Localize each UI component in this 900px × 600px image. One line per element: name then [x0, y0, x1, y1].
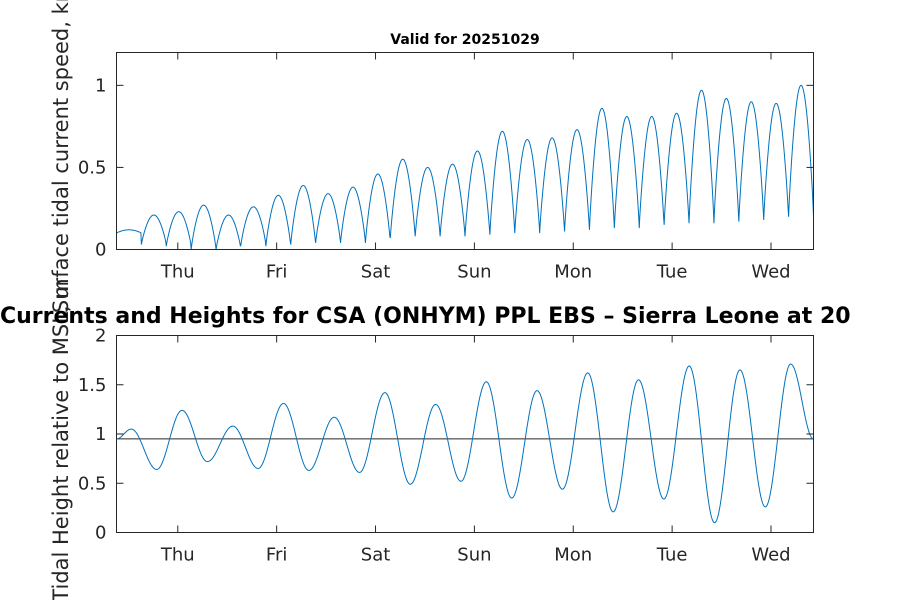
x-tick-label: Sat [361, 262, 391, 283]
y-tick-label: 0 [95, 240, 106, 261]
chart-title: Currents and Heights for CSA (ONHYM) PPL… [0, 304, 851, 329]
y-tick-label: 1 [95, 424, 106, 445]
y-axis-label: Tidal Height relative to MSL, m [49, 278, 73, 600]
x-tick-label: Sun [457, 545, 491, 566]
x-tick-label: Wed [751, 262, 790, 283]
y-tick-label: 0 [95, 523, 106, 544]
tidal-height-series [116, 363, 814, 524]
x-axis-tick-labels: Thu Fri Sat Sun Mon Tue Wed [160, 262, 791, 283]
current-speed-series [116, 84, 814, 250]
y-tick-label: 0.5 [78, 473, 107, 494]
x-tick-label: Mon [554, 545, 592, 566]
y-tick-label: 2 [95, 326, 106, 347]
x-tick-label: Fri [266, 262, 287, 283]
y-tick-label: 0.5 [78, 157, 107, 178]
x-tick-label: Tue [656, 262, 688, 283]
x-axis-tick-labels: Thu Fri Sat Sun Mon Tue Wed [160, 545, 791, 566]
x-tick-label: Fri [266, 545, 287, 566]
x-tick-label: Sun [457, 262, 491, 283]
axis-ticks [116, 52, 814, 250]
x-tick-label: Sat [361, 545, 391, 566]
y-tick-label: 1 [95, 75, 106, 96]
y-axis-tick-labels: 00.51 [78, 75, 107, 260]
y-tick-label: 1.5 [78, 375, 107, 396]
axis-ticks [116, 335, 814, 533]
x-tick-label: Tue [656, 545, 688, 566]
x-tick-label: Mon [554, 262, 592, 283]
x-tick-label: Wed [751, 545, 790, 566]
x-tick-label: Thu [160, 262, 195, 283]
y-axis-label: Surface tidal current speed, kn [49, 0, 73, 313]
tidal-height-chart: 0 0.5 1 1.5 2 Thu Fri Sat Sun Mon Tue Wed Tidal He… [0, 278, 851, 600]
x-tick-label: Thu [160, 545, 195, 566]
plot-area-frame [116, 52, 814, 250]
current-speed-chart: Valid for 20251029 00.51 Thu Fri Sat Sun Mon… [49, 0, 814, 313]
y-axis-tick-labels: 0 0.5 1 1.5 2 [78, 326, 107, 544]
chart-title: Valid for 20251029 [390, 32, 539, 48]
